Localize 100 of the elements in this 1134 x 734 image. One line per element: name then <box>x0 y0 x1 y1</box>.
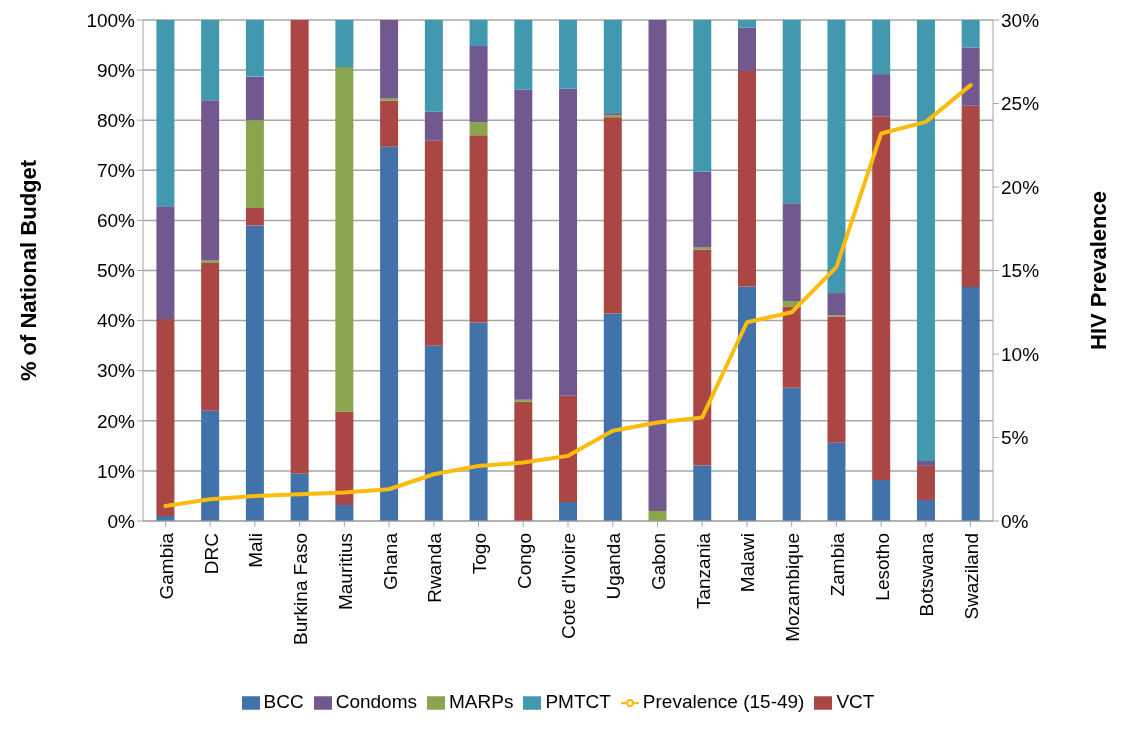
x-tick-label: Swaziland <box>961 533 983 620</box>
bar <box>380 98 399 101</box>
bar <box>290 473 309 521</box>
bar <box>916 499 935 521</box>
bar <box>201 260 220 263</box>
bar <box>961 287 980 521</box>
bar <box>380 20 399 99</box>
bar <box>514 20 533 90</box>
bar <box>603 20 622 114</box>
bar <box>245 76 264 121</box>
bar <box>424 140 443 346</box>
y2-tick-label: 25% <box>1001 93 1040 115</box>
bar <box>559 501 578 521</box>
bar <box>916 20 935 461</box>
bar <box>380 146 399 521</box>
y2-tick-label: 0% <box>1001 510 1029 532</box>
bar <box>738 286 756 521</box>
bar <box>201 262 220 411</box>
bar <box>827 20 846 294</box>
x-tick-label: Gambia <box>155 532 177 600</box>
bar <box>961 47 980 106</box>
x-tick-label: Gabon <box>647 533 669 591</box>
bar <box>335 504 354 521</box>
bar <box>693 20 712 172</box>
bar <box>782 306 801 388</box>
bar <box>827 316 846 443</box>
y-tick-label: 100% <box>86 9 136 31</box>
bar <box>469 135 488 323</box>
x-tick-label: Togo <box>469 533 491 575</box>
y-tick-label: 10% <box>96 460 136 482</box>
bar <box>827 442 846 521</box>
x-tick-label: Mozambique <box>782 533 804 642</box>
bar <box>469 122 488 136</box>
x-tick-label: Rwanda <box>424 532 446 603</box>
bar <box>469 46 488 123</box>
bar <box>245 225 264 521</box>
bar <box>424 111 443 141</box>
bar <box>380 100 399 147</box>
bar <box>156 206 175 320</box>
legend-label: Condoms <box>335 691 417 712</box>
y2-tick-label: 15% <box>1001 260 1040 282</box>
x-tick-label: Mauritius <box>334 533 356 611</box>
bar <box>156 319 175 516</box>
bar <box>693 247 712 250</box>
y2-tick-label: 20% <box>1001 176 1040 198</box>
y2-tick-label: 30% <box>1001 9 1040 31</box>
bar <box>648 510 667 521</box>
bar <box>693 465 712 521</box>
x-tick-label: Lesotho <box>871 533 893 601</box>
bar <box>916 465 935 500</box>
y-tick-label: 40% <box>96 310 136 332</box>
bar <box>916 460 935 466</box>
bar <box>201 410 220 521</box>
bar <box>961 20 980 48</box>
bar <box>872 116 891 480</box>
bar <box>603 117 622 314</box>
bar <box>693 171 712 248</box>
y2-tick-label: 10% <box>1001 343 1040 365</box>
bar <box>648 20 667 511</box>
bar <box>424 20 443 112</box>
bar <box>782 387 801 521</box>
bar <box>201 20 220 101</box>
bar <box>201 100 220 261</box>
y-tick-label: 90% <box>96 59 136 81</box>
bar <box>738 71 756 287</box>
bar <box>335 411 354 505</box>
x-tick-label: Ghana <box>379 532 401 591</box>
bar <box>514 401 533 521</box>
x-tick-label: Botswana <box>916 532 938 617</box>
bar <box>559 88 578 396</box>
x-tick-label: Zambia <box>826 532 848 597</box>
bar <box>782 203 801 302</box>
bar <box>514 399 533 402</box>
bar <box>603 313 622 521</box>
legend-label: MARPs <box>449 691 514 712</box>
bar <box>782 20 801 204</box>
x-tick-label: Congo <box>513 533 535 589</box>
x-tick-label: Malawi <box>737 533 759 593</box>
bar <box>335 20 354 68</box>
bar <box>245 207 264 226</box>
y-tick-label: 20% <box>96 410 136 432</box>
y-axis-title: % of National Budget <box>15 159 41 382</box>
y-tick-label: 0% <box>107 510 136 532</box>
bar <box>514 89 533 400</box>
y-tick-label: 50% <box>96 260 136 282</box>
x-tick-label: Cote d'Ivoire <box>558 533 580 640</box>
bar <box>872 20 891 75</box>
bar <box>872 479 891 521</box>
bar <box>469 322 488 521</box>
y-tick-label: 60% <box>96 210 136 232</box>
bar <box>872 74 891 117</box>
bar <box>961 105 980 288</box>
bar <box>827 293 846 316</box>
bar <box>156 20 175 207</box>
y2-tick-label: 5% <box>1001 427 1029 449</box>
bar <box>245 20 264 77</box>
bar <box>559 20 578 89</box>
y-tick-label: 80% <box>96 109 136 131</box>
x-tick-label: DRC <box>200 533 222 575</box>
bar <box>335 67 354 412</box>
